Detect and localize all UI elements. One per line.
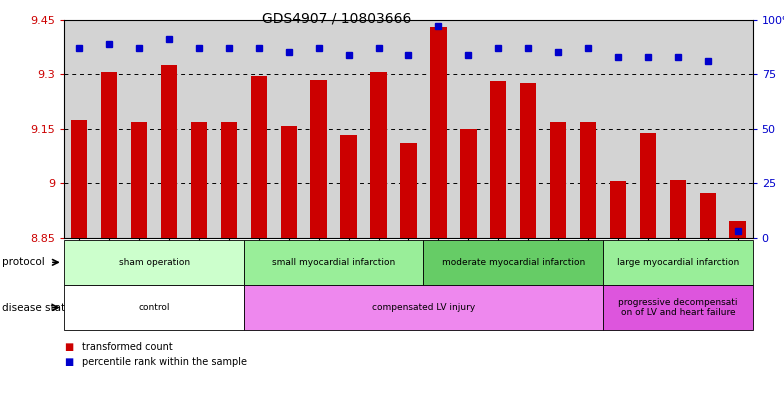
Text: large myocardial infarction: large myocardial infarction: [617, 258, 739, 267]
Bar: [310, 80, 327, 238]
Text: compensated LV injury: compensated LV injury: [372, 303, 475, 312]
Bar: [460, 129, 477, 238]
Bar: [729, 221, 746, 238]
Bar: [520, 83, 536, 238]
Bar: [401, 143, 416, 238]
Bar: [191, 122, 207, 238]
Bar: [101, 72, 118, 238]
Text: ■: ■: [64, 342, 74, 352]
Text: protocol: protocol: [2, 257, 45, 267]
Bar: [640, 133, 656, 238]
Bar: [131, 122, 147, 238]
Text: sham operation: sham operation: [118, 258, 190, 267]
Text: ■: ■: [64, 357, 74, 367]
Bar: [71, 119, 88, 238]
Text: small myocardial infarction: small myocardial infarction: [272, 258, 395, 267]
Text: progressive decompensati
on of LV and heart failure: progressive decompensati on of LV and he…: [618, 298, 738, 317]
Bar: [340, 135, 357, 238]
Bar: [580, 122, 597, 238]
Text: moderate myocardial infarction: moderate myocardial infarction: [441, 258, 585, 267]
Text: GDS4907 / 10803666: GDS4907 / 10803666: [263, 11, 412, 25]
Text: percentile rank within the sample: percentile rank within the sample: [82, 357, 247, 367]
Bar: [251, 76, 267, 238]
Text: transformed count: transformed count: [82, 342, 173, 352]
Bar: [550, 122, 566, 238]
Bar: [610, 182, 626, 238]
Bar: [670, 180, 686, 238]
Bar: [370, 72, 387, 238]
Text: disease state: disease state: [2, 303, 71, 312]
Bar: [281, 126, 297, 238]
Bar: [490, 81, 506, 238]
Bar: [699, 193, 716, 238]
Bar: [430, 27, 447, 238]
Bar: [220, 122, 237, 238]
Bar: [161, 65, 177, 238]
Text: control: control: [138, 303, 170, 312]
